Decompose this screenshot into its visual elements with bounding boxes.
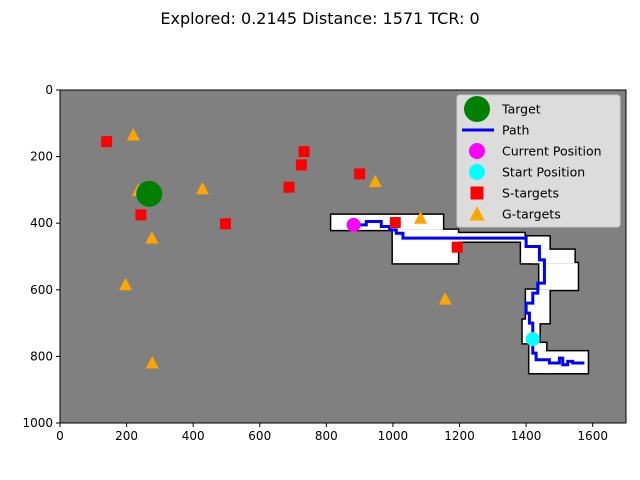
s-targets-marker <box>135 209 147 221</box>
marker-layer <box>101 127 540 369</box>
legend-swatch-start-position <box>469 164 485 180</box>
g-targets-marker <box>145 231 159 244</box>
g-targets-marker <box>368 174 382 188</box>
s-targets-marker <box>219 218 231 230</box>
current-position-marker <box>346 217 361 232</box>
y-tick-label: 0 <box>45 83 53 97</box>
legend-label-start-position: Start Position <box>502 165 585 180</box>
y-tick-label: 400 <box>30 216 53 230</box>
legend-label-current-position: Current Position <box>502 144 602 159</box>
start-position-marker <box>525 332 540 347</box>
legend-label-s-targets: S-targets <box>502 186 559 201</box>
x-tick-label: 600 <box>248 429 271 443</box>
s-targets-marker <box>295 159 307 171</box>
legend-swatch-s-targets <box>470 186 484 200</box>
legend-label-g-targets: G-targets <box>502 207 561 222</box>
y-tick-label: 1000 <box>22 416 53 430</box>
map-free-cell <box>544 351 588 374</box>
x-tick-label: 1000 <box>378 429 409 443</box>
legend-label-target: Target <box>501 102 541 117</box>
g-targets-marker <box>126 127 140 141</box>
plot-frame <box>59 89 627 424</box>
s-targets-marker <box>354 168 366 180</box>
y-tick-label: 600 <box>30 283 53 297</box>
g-targets-marker <box>438 292 452 305</box>
s-targets-marker <box>101 136 113 148</box>
x-axis: 0 200 400 600 800 1000 1200 1400 1600 <box>56 423 608 443</box>
g-targets-marker <box>414 211 428 224</box>
s-targets-marker <box>451 241 463 253</box>
target-marker <box>136 180 163 207</box>
s-targets-marker <box>283 181 295 193</box>
legend-swatch-target <box>464 96 490 122</box>
g-targets-marker <box>119 277 133 291</box>
x-tick-label: 800 <box>315 429 338 443</box>
x-tick-label: 1600 <box>577 429 608 443</box>
legend-label-path: Path <box>502 123 529 138</box>
x-tick-label: 400 <box>182 429 205 443</box>
path-layer <box>354 220 585 367</box>
s-targets-marker <box>298 146 310 158</box>
legend-swatch-current-position <box>469 143 485 159</box>
y-axis: 0 200 400 600 800 1000 <box>22 83 60 430</box>
legend-swatch-g-targets <box>469 206 485 221</box>
legend-box <box>456 94 621 228</box>
x-tick-label: 0 <box>56 429 64 443</box>
x-tick-label: 1200 <box>444 429 475 443</box>
s-targets-marker <box>389 217 401 229</box>
path-line <box>354 220 585 367</box>
chart-title: Explored: 0.2145 Distance: 1571 TCR: 0 <box>160 9 479 28</box>
g-targets-marker <box>195 181 209 195</box>
legend: Target Path Current Position Start Position… <box>456 94 621 228</box>
x-tick-label: 200 <box>115 429 138 443</box>
y-tick-label: 800 <box>30 349 53 363</box>
y-tick-label: 200 <box>30 150 53 164</box>
g-targets-marker <box>145 356 159 369</box>
x-tick-label: 1400 <box>511 429 542 443</box>
